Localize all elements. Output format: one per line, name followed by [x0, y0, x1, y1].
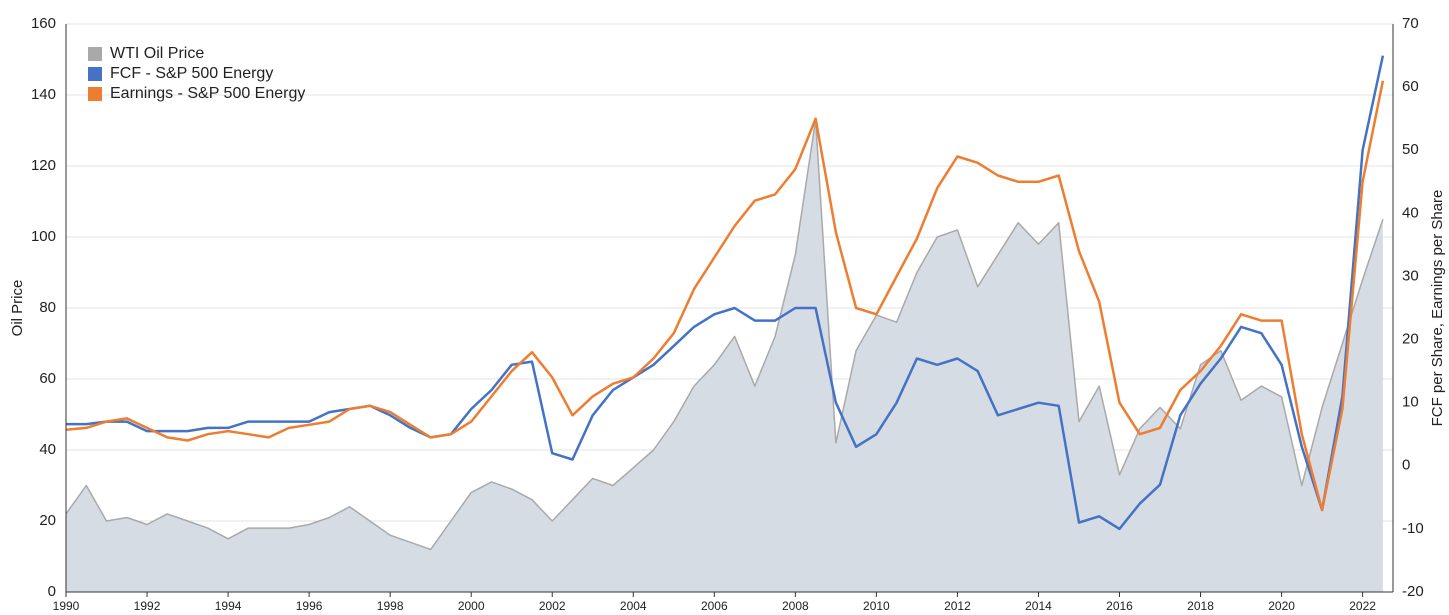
x-tick-label: 2002 — [539, 599, 566, 613]
legend-label: WTI Oil Price — [110, 45, 204, 62]
y2-tick-label: -10 — [1402, 520, 1424, 537]
y-tick-label: 140 — [31, 86, 56, 103]
x-tick-label: 2020 — [1268, 599, 1295, 613]
y2-tick-label: 70 — [1402, 15, 1419, 32]
y-tick-label: 60 — [39, 370, 56, 387]
y2-tick-label: 40 — [1402, 204, 1419, 221]
x-tick-label: 1996 — [296, 599, 323, 613]
y2-tick-label: 10 — [1402, 394, 1419, 411]
x-tick-label: 2014 — [1025, 599, 1052, 613]
y-tick-label: 0 — [48, 583, 56, 600]
y2-tick-label: 50 — [1402, 141, 1419, 158]
y-tick-label: 120 — [31, 157, 56, 174]
legend-label: Earnings - S&P 500 Energy — [110, 85, 305, 102]
x-tick-label: 2000 — [458, 599, 485, 613]
area — [66, 119, 1383, 593]
y-tick-label: 40 — [39, 441, 56, 458]
y2-tick-label: 0 — [1402, 457, 1410, 474]
x-tick-label: 2012 — [944, 599, 971, 613]
legend-label: FCF - S&P 500 Energy — [110, 65, 273, 82]
x-tick-label: 2006 — [701, 599, 728, 613]
y-tick-label: 100 — [31, 228, 56, 245]
y-tick-label: 20 — [39, 512, 56, 529]
legend-swatch — [88, 47, 102, 61]
y-tick-label: 80 — [39, 299, 56, 316]
x-tick-label: 2010 — [863, 599, 890, 613]
line — [65, 80, 1385, 512]
y-tick-label: 160 — [31, 15, 56, 32]
line — [65, 119, 1384, 551]
line — [66, 55, 1385, 531]
legend-swatch — [88, 87, 102, 101]
x-tick-label: 2008 — [782, 599, 809, 613]
y2-tick-label: 30 — [1402, 267, 1419, 284]
x-tick-label: 1992 — [134, 599, 161, 613]
y-axis-label: Oil Price — [9, 280, 26, 337]
x-tick-label: 2004 — [620, 599, 647, 613]
y2-tick-label: 20 — [1402, 331, 1419, 348]
x-tick-label: 2018 — [1187, 599, 1214, 613]
x-tick-label: 1998 — [377, 599, 404, 613]
y2-axis-label: FCF per Share, Earnings per Share — [1429, 190, 1446, 427]
y2-tick-label: -20 — [1402, 583, 1424, 600]
x-tick-label: 1994 — [215, 599, 242, 613]
y2-tick-label: 60 — [1402, 78, 1419, 95]
x-tick-label: 1990 — [53, 599, 80, 613]
x-tick-label: 2016 — [1106, 599, 1133, 613]
legend-swatch — [88, 67, 102, 81]
x-tick-label: 2022 — [1349, 599, 1376, 613]
